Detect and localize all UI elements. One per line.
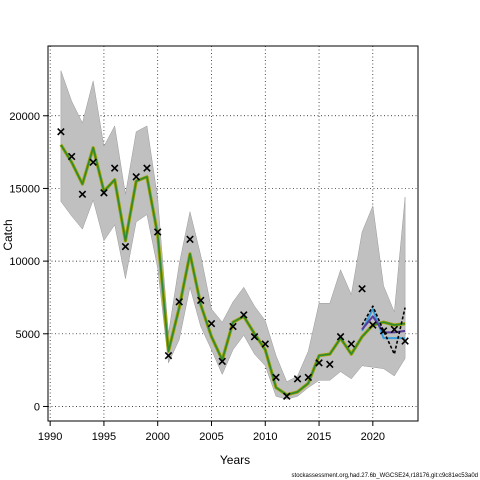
y-tick-label: 20000 xyxy=(9,111,40,123)
observed-point-stroke xyxy=(218,357,227,366)
x-tick-label: 1995 xyxy=(92,431,116,443)
observed-point-stroke xyxy=(78,190,87,199)
observed-point xyxy=(207,319,216,328)
observed-point-stroke xyxy=(175,298,183,306)
observed-point-stroke xyxy=(164,351,173,360)
observed-point xyxy=(110,164,119,172)
observed-point xyxy=(347,340,356,348)
y-tick-label: 0 xyxy=(34,401,40,413)
observed-point xyxy=(283,392,291,401)
observed-point xyxy=(175,298,183,306)
observed-point xyxy=(336,332,345,341)
observed-point-stroke xyxy=(229,322,237,331)
observed-point-stroke xyxy=(143,164,151,172)
observed-point-stroke xyxy=(369,321,377,329)
observed-point-stroke xyxy=(67,152,76,161)
observed-point xyxy=(57,127,65,136)
observed-point-stroke xyxy=(239,311,248,319)
x-tick-label: 2015 xyxy=(307,431,331,443)
observed-point-stroke xyxy=(315,359,323,367)
observed-point-stroke xyxy=(196,296,205,305)
observed-point xyxy=(100,189,108,197)
observed-point-stroke xyxy=(401,337,409,345)
observed-point xyxy=(293,375,302,383)
observed-point xyxy=(89,158,97,167)
observed-point xyxy=(153,228,162,236)
x-axis-title: Years xyxy=(220,453,250,467)
y-tick-label: 5000 xyxy=(16,329,40,341)
x-tick-label: 1990 xyxy=(38,431,62,443)
fit-lines xyxy=(59,144,406,397)
observed-point-stroke xyxy=(153,228,162,236)
observed-point xyxy=(143,164,151,172)
observed-point-stroke xyxy=(89,158,97,167)
observed-point xyxy=(164,351,173,360)
prediction-line-dashed xyxy=(361,305,406,355)
observed-point xyxy=(390,325,399,334)
observed-point xyxy=(401,337,409,345)
observed-point-stroke xyxy=(261,340,270,348)
observed-point-stroke xyxy=(293,375,302,383)
observed-point xyxy=(239,311,248,319)
observed-point xyxy=(326,360,334,369)
observed-point xyxy=(369,321,377,329)
plot-border xyxy=(47,45,419,422)
confidence-band xyxy=(60,70,406,400)
y-tick-label: 10000 xyxy=(9,256,40,268)
observed-point xyxy=(132,173,140,181)
observed-point xyxy=(358,284,366,293)
y-axis-title: Catch xyxy=(1,219,15,250)
observed-point-stroke xyxy=(283,392,291,401)
observed-point xyxy=(229,322,237,331)
observed-point-stroke xyxy=(336,332,345,341)
observed-point-stroke xyxy=(121,242,130,251)
x-tick-label: 2000 xyxy=(145,431,169,443)
observed-point-stroke xyxy=(100,189,108,197)
observed-point-stroke xyxy=(390,325,399,334)
observed-point xyxy=(250,332,259,341)
x-tick-label: 2020 xyxy=(361,431,385,443)
observed-point xyxy=(121,242,130,251)
observed-point xyxy=(261,340,270,348)
confidence-band-area xyxy=(60,70,406,400)
observed-point-stroke xyxy=(110,164,119,172)
observed-points xyxy=(57,127,409,401)
observed-point-stroke xyxy=(186,235,194,244)
observed-point-stroke xyxy=(358,284,366,293)
observed-point xyxy=(304,373,313,382)
observed-point xyxy=(315,359,323,367)
y-tick-label: 15000 xyxy=(9,183,40,195)
observed-point-stroke xyxy=(57,127,65,136)
observed-point-stroke xyxy=(347,340,356,348)
observed-point xyxy=(67,152,76,161)
y-axis-ticks: 0 5000 10000 15000 20000 xyxy=(9,111,48,413)
observed-point-stroke xyxy=(132,173,140,181)
observed-point-stroke xyxy=(272,373,280,382)
footer-credit: stockassessment.org,had.27.6b_WGCSE24,r1… xyxy=(292,473,478,479)
observed-point xyxy=(379,327,388,335)
observed-point xyxy=(272,373,280,382)
observed-point-stroke xyxy=(379,327,388,335)
fit-line-green xyxy=(60,144,406,396)
x-tick-label: 2010 xyxy=(253,431,277,443)
observed-point-stroke xyxy=(250,332,259,341)
observed-point xyxy=(196,296,205,305)
x-axis-ticks: 1990 1995 2000 2005 2010 2015 2020 xyxy=(38,421,385,443)
observed-point-stroke xyxy=(207,319,216,328)
observed-point xyxy=(78,190,87,199)
x-tick-label: 2005 xyxy=(199,431,223,443)
observed-point-stroke xyxy=(304,373,313,382)
plot-frame xyxy=(47,45,419,422)
observed-point-stroke xyxy=(326,360,334,369)
observed-point xyxy=(218,357,227,366)
observed-point xyxy=(186,235,194,244)
